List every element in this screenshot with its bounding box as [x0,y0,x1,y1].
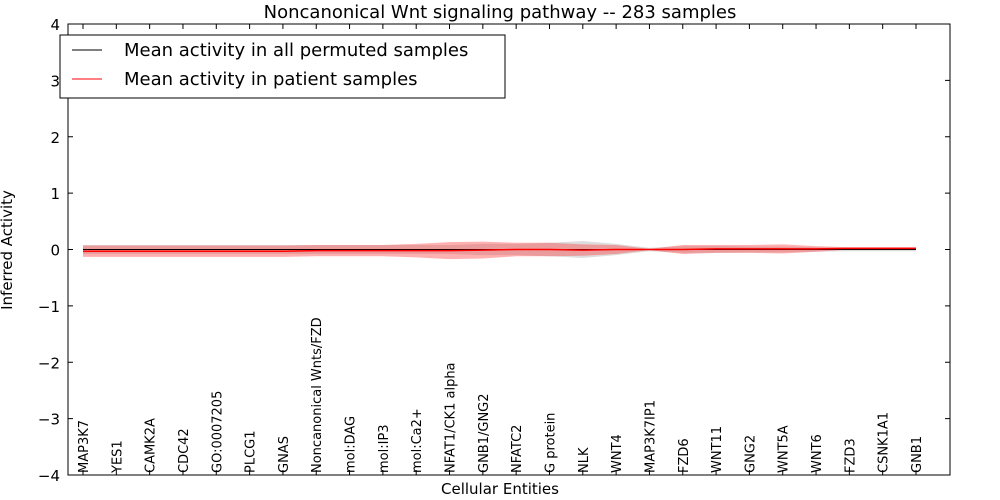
legend-label-patient: Mean activity in patient samples [124,69,418,90]
x-axis-label: Cellular Entities [441,480,559,498]
x-tick-label: GNB1 [910,436,925,473]
y-tick-label: 2 [50,129,60,147]
legend: Mean activity in all permuted samples Me… [59,34,506,99]
y-tick-label: −3 [38,411,60,429]
x-tick-label: WNT5A [777,425,792,473]
plot-frame [67,23,951,476]
x-tick-label: FZD3 [843,438,858,473]
x-tick-label: NFATC2 [510,425,525,473]
y-tick-label: −4 [38,467,60,485]
x-tick-label: MAP3K7 [77,420,92,473]
y-tick-label: 1 [50,185,60,203]
y-tick-label: 3 [50,72,60,90]
x-tick-label: GNB1/GNG2 [477,393,492,473]
y-tick-label: 0 [50,242,60,260]
x-tick-label: YES1 [110,440,125,474]
x-tick-label: FZD6 [677,438,692,473]
x-tick-label: GO:0007205 [210,391,225,473]
x-tick-label: NLK [577,447,592,473]
x-tick-label: WNT4 [610,434,625,473]
x-tick-label: NFAT1/CK1 alpha [444,362,459,473]
x-tick-label: CSNK1A1 [877,412,892,473]
y-tick-label: 4 [50,16,60,34]
x-tick-label: WNT11 [710,426,725,473]
y-tick-label: −1 [38,298,60,316]
x-tick-label: CAMK2A [144,418,159,473]
series-line-1 [83,247,916,252]
chart-title: Noncanonical Wnt signaling pathway -- 28… [264,2,737,23]
x-tick-label: GNG2 [743,435,758,473]
x-tick-label: G protein [543,413,558,473]
x-tick-label: mol:DAG [344,416,359,473]
y-tick-label: −2 [38,354,60,372]
x-tick-label: Noncanonical Wnts/FZD [310,317,325,473]
x-tick-label: WNT6 [810,434,825,473]
x-tick-label: mol:IP3 [377,424,392,473]
x-tick-label: MAP3K7IP1 [643,400,658,473]
x-tick-label: CDC42 [177,428,192,473]
x-tick-label: PLCG1 [244,430,259,473]
x-tick-label: GNAS [277,436,292,473]
y-axis-label: Inferred Activity [0,190,16,310]
legend-label-permuted: Mean activity in all permuted samples [124,40,468,61]
x-tick-label: mol:Ca2+ [410,408,425,473]
